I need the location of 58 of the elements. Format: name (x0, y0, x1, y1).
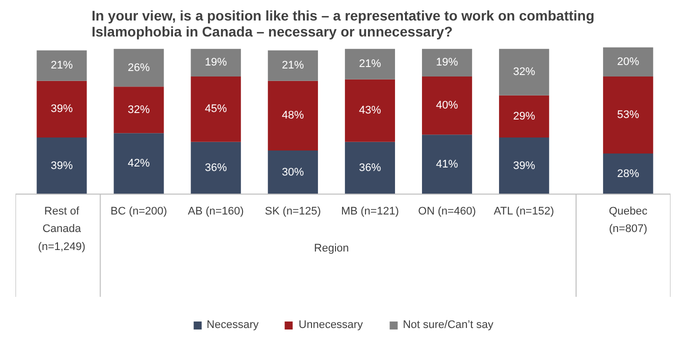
text: Region (314, 242, 349, 255)
data-label: 32% (513, 66, 536, 78)
bar (344, 79, 396, 142)
x-tick-label: ON (n=460) (418, 206, 476, 218)
data-label: 40% (436, 100, 458, 112)
bar (499, 48, 550, 96)
x-tick-label: ATL (n=152) (494, 206, 554, 218)
bar (114, 133, 164, 194)
data-label: 19% (436, 56, 458, 69)
bar (114, 86, 164, 134)
data-label: 21% (282, 60, 304, 72)
bar (344, 48, 396, 80)
bar (499, 95, 550, 138)
bar (190, 142, 241, 194)
data-label: 53% (617, 108, 640, 121)
data-label: 21% (358, 58, 382, 70)
data-label: 36% (204, 162, 228, 174)
bar (422, 134, 472, 194)
x-tick-label: SK (n=125) (264, 206, 321, 218)
bar (344, 142, 396, 194)
data-label: 28% (617, 168, 640, 180)
x-tick-label: MB (n=121) (341, 206, 399, 218)
bar (190, 48, 241, 76)
data-label: 21% (50, 60, 73, 72)
x-tick-label: AB (n=160) (188, 206, 244, 218)
bar (190, 76, 241, 142)
data-label: 39% (513, 160, 536, 172)
bar (268, 150, 318, 194)
data-label: 41% (436, 158, 458, 170)
bar (36, 137, 87, 194)
legend-label: Unnecessary (298, 319, 363, 331)
x-tick-label: Rest of Canada (n=1,249) (38, 206, 86, 253)
bar (36, 50, 87, 81)
data-label: 19% (204, 56, 228, 69)
data-label: 39% (50, 103, 73, 116)
bar (422, 76, 472, 135)
data-label: 29% (513, 110, 536, 122)
data-label: 42% (128, 158, 150, 170)
bar (268, 80, 318, 151)
legend-label: Necessary (206, 319, 259, 331)
bar (114, 48, 164, 87)
data-label: 45% (204, 103, 228, 116)
data-label: 32% (128, 104, 150, 116)
data-label: 20% (617, 56, 640, 68)
data-label: 43% (358, 104, 382, 117)
data-label: 36% (358, 162, 382, 174)
x-tick-label: BC (n=200) (110, 206, 168, 218)
x-tick-label: Quebec (n=807) (608, 206, 648, 236)
bar (422, 48, 472, 76)
bar (36, 80, 87, 138)
chart-title: In your view, is a position like this – a representative to work on combatting Islamophobia in Canada – necessary or unnecessary? (92, 8, 594, 40)
bar (268, 50, 318, 81)
legend-label: Not sure/Can’t say (402, 319, 494, 331)
data-label: 48% (282, 110, 304, 122)
data-label: 30% (282, 166, 304, 178)
bar (499, 137, 550, 194)
data-label: 26% (128, 62, 150, 74)
data-label: 39% (50, 160, 73, 172)
